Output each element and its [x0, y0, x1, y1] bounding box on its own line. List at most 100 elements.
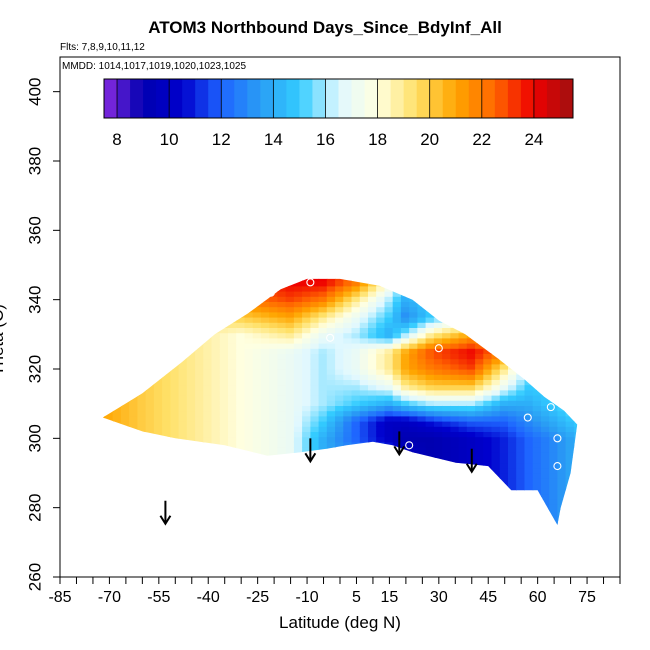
field-cell — [318, 332, 328, 339]
field-cell — [178, 317, 188, 323]
field-cell — [533, 525, 542, 531]
field-cell — [178, 405, 188, 412]
field-cell — [269, 363, 278, 370]
field-cell — [549, 369, 558, 375]
field-cell — [153, 306, 163, 313]
field-cell — [102, 348, 105, 354]
field-cell — [112, 353, 122, 360]
field-cell — [582, 525, 591, 531]
field-cell — [153, 452, 163, 458]
field-cell — [400, 519, 410, 525]
field-cell — [293, 519, 303, 525]
field-cell — [392, 353, 402, 360]
field-cell — [433, 457, 443, 464]
field-cell — [532, 504, 542, 510]
colorbar-swatch — [507, 79, 522, 118]
field-cell — [277, 462, 287, 469]
field-cell — [384, 478, 394, 484]
field-cell — [450, 270, 459, 276]
field-cell — [170, 431, 180, 438]
field-cell — [104, 395, 114, 401]
field-cell — [368, 332, 377, 339]
field-cell — [120, 514, 130, 521]
field-cell — [582, 447, 591, 453]
field-cell — [253, 530, 262, 536]
field-cell — [120, 311, 130, 318]
field-cell — [162, 462, 171, 469]
field-cell — [269, 369, 278, 375]
field-cell — [483, 301, 493, 308]
field-cell — [137, 431, 147, 438]
field-cell — [203, 410, 213, 417]
field-cell — [376, 353, 385, 360]
field-cell — [310, 358, 320, 365]
field-cell — [162, 337, 171, 344]
field-cell — [392, 311, 402, 318]
field-cell — [219, 405, 229, 412]
field-cell — [203, 306, 213, 313]
field-cell — [524, 415, 534, 422]
field-cell — [466, 483, 476, 490]
field-cell — [400, 457, 410, 464]
field-cell — [458, 322, 468, 328]
field-cell — [557, 374, 567, 380]
field-cell — [211, 369, 221, 375]
field-cell — [368, 499, 377, 505]
field-cell — [112, 291, 122, 297]
field-cell — [310, 530, 319, 536]
field-cell — [376, 343, 385, 349]
field-cell — [508, 519, 517, 525]
field-cell — [351, 332, 361, 339]
field-cell — [112, 504, 122, 510]
field-cell — [178, 389, 188, 396]
field-cell — [326, 317, 336, 323]
field-cell — [228, 400, 237, 406]
field-cell — [195, 514, 204, 521]
field-cell — [129, 504, 138, 510]
field-cell — [219, 436, 229, 443]
field-cell — [359, 369, 369, 375]
field-cell — [409, 405, 418, 412]
field-cell — [195, 493, 204, 500]
field-cell — [228, 358, 237, 365]
field-cell — [162, 530, 171, 536]
field-cell — [102, 317, 105, 323]
field-cell — [400, 473, 410, 479]
field-cell — [582, 530, 591, 536]
field-cell — [557, 332, 567, 339]
field-cell — [491, 337, 501, 344]
field-cell — [293, 504, 303, 510]
field-cell — [351, 519, 361, 525]
field-cell — [219, 301, 229, 308]
field-cell — [351, 405, 361, 412]
field-cell — [499, 348, 509, 354]
field-cell — [400, 343, 410, 349]
field-cell — [458, 363, 468, 370]
field-cell — [582, 509, 591, 515]
field-cell — [170, 509, 180, 516]
field-cell — [195, 405, 204, 412]
field-cell — [466, 327, 476, 334]
field-cell — [400, 488, 410, 495]
field-cell — [195, 447, 204, 453]
field-cell — [524, 285, 534, 292]
field-cell — [384, 348, 394, 354]
y-tick-label: 380 — [25, 147, 44, 175]
field-cell — [351, 322, 361, 328]
field-cell — [351, 291, 361, 297]
field-cell — [326, 457, 336, 464]
field-cell — [499, 452, 509, 458]
field-cell — [310, 379, 320, 386]
field-cell — [195, 421, 204, 427]
field-cell — [178, 467, 188, 474]
chart-title: ATOM3 Northbound Days_Since_BdyInf_All — [148, 18, 502, 37]
field-cell — [195, 296, 204, 302]
field-cell — [137, 358, 147, 365]
field-cell — [162, 353, 171, 360]
field-cell — [540, 389, 550, 396]
field-cell — [318, 353, 328, 360]
field-cell — [582, 478, 591, 484]
field-cell — [244, 483, 254, 490]
field-cell — [483, 311, 493, 318]
